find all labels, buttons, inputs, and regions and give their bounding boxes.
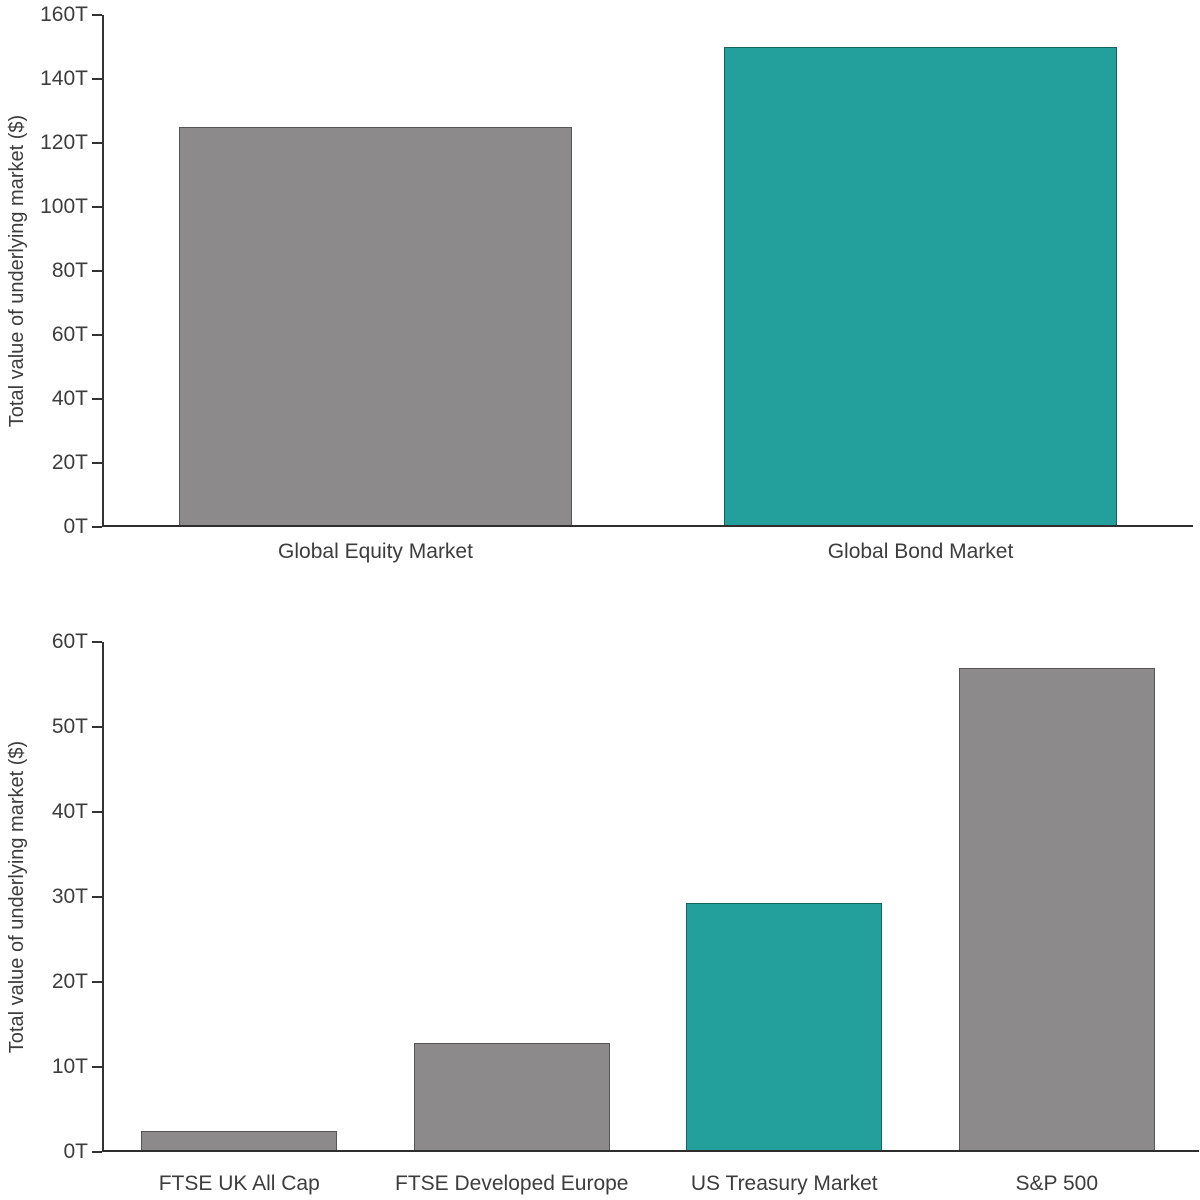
x-tick-label-us-treasury-market: US Treasury Market: [690, 1172, 878, 1195]
x-tick-label-ftse-developed-europe: FTSE Developed Europe: [395, 1172, 629, 1195]
y-tick-mark: [92, 641, 102, 643]
y-tick-label: 140T: [40, 67, 88, 90]
bar-ftse-developed-europe: [413, 1043, 610, 1152]
y-tick-label: 40T: [51, 387, 88, 410]
y-tick-label: 100T: [40, 195, 88, 218]
bar-s-p-500: [958, 667, 1155, 1152]
y-tick-mark: [92, 1151, 102, 1153]
bar-ftse-uk-all-cap: [141, 1130, 338, 1152]
y-tick-label: 0T: [63, 1140, 88, 1163]
y-tick-label: 10T: [51, 1055, 88, 1078]
y-tick-mark: [92, 462, 102, 464]
y-tick-label: 80T: [51, 259, 88, 282]
y-tick-mark: [92, 206, 102, 208]
y-tick-mark: [92, 142, 102, 144]
bar-global-equity-market: [179, 127, 572, 527]
y-tick-mark: [92, 14, 102, 16]
y-tick-mark: [92, 398, 102, 400]
y-tick-label: 60T: [51, 323, 88, 346]
y-tick-mark: [92, 1066, 102, 1068]
y-tick-mark: [92, 270, 102, 272]
y-axis-line: [102, 15, 104, 527]
x-axis-line: [103, 1150, 1199, 1152]
x-tick-label-s-p-500: S&P 500: [1015, 1172, 1098, 1195]
y-tick-mark: [92, 981, 102, 983]
x-tick-label-global-bond-market: Global Bond Market: [827, 540, 1014, 563]
y-tick-label: 160T: [40, 3, 88, 26]
y-tick-label: 50T: [51, 715, 88, 738]
y-tick-label: 120T: [40, 131, 88, 154]
x-tick-label-global-equity-market: Global Equity Market: [278, 540, 473, 563]
y-tick-mark: [92, 896, 102, 898]
y-tick-mark: [92, 334, 102, 336]
y-axis-line: [102, 642, 104, 1152]
y-tick-label: 0T: [63, 515, 88, 538]
y-tick-label: 60T: [51, 630, 88, 653]
y-tick-mark: [92, 78, 102, 80]
bar-us-treasury-market: [686, 902, 883, 1152]
y-tick-mark: [92, 526, 102, 528]
y-tick-label: 40T: [51, 800, 88, 823]
y-tick-mark: [92, 726, 102, 728]
y-tick-label: 30T: [51, 885, 88, 908]
y-tick-label: 20T: [51, 451, 88, 474]
x-axis-line: [103, 525, 1193, 527]
y-tick-label: 20T: [51, 970, 88, 993]
bar-global-bond-market: [724, 47, 1117, 527]
x-tick-label-ftse-uk-all-cap: FTSE UK All Cap: [158, 1172, 320, 1195]
y-tick-mark: [92, 811, 102, 813]
